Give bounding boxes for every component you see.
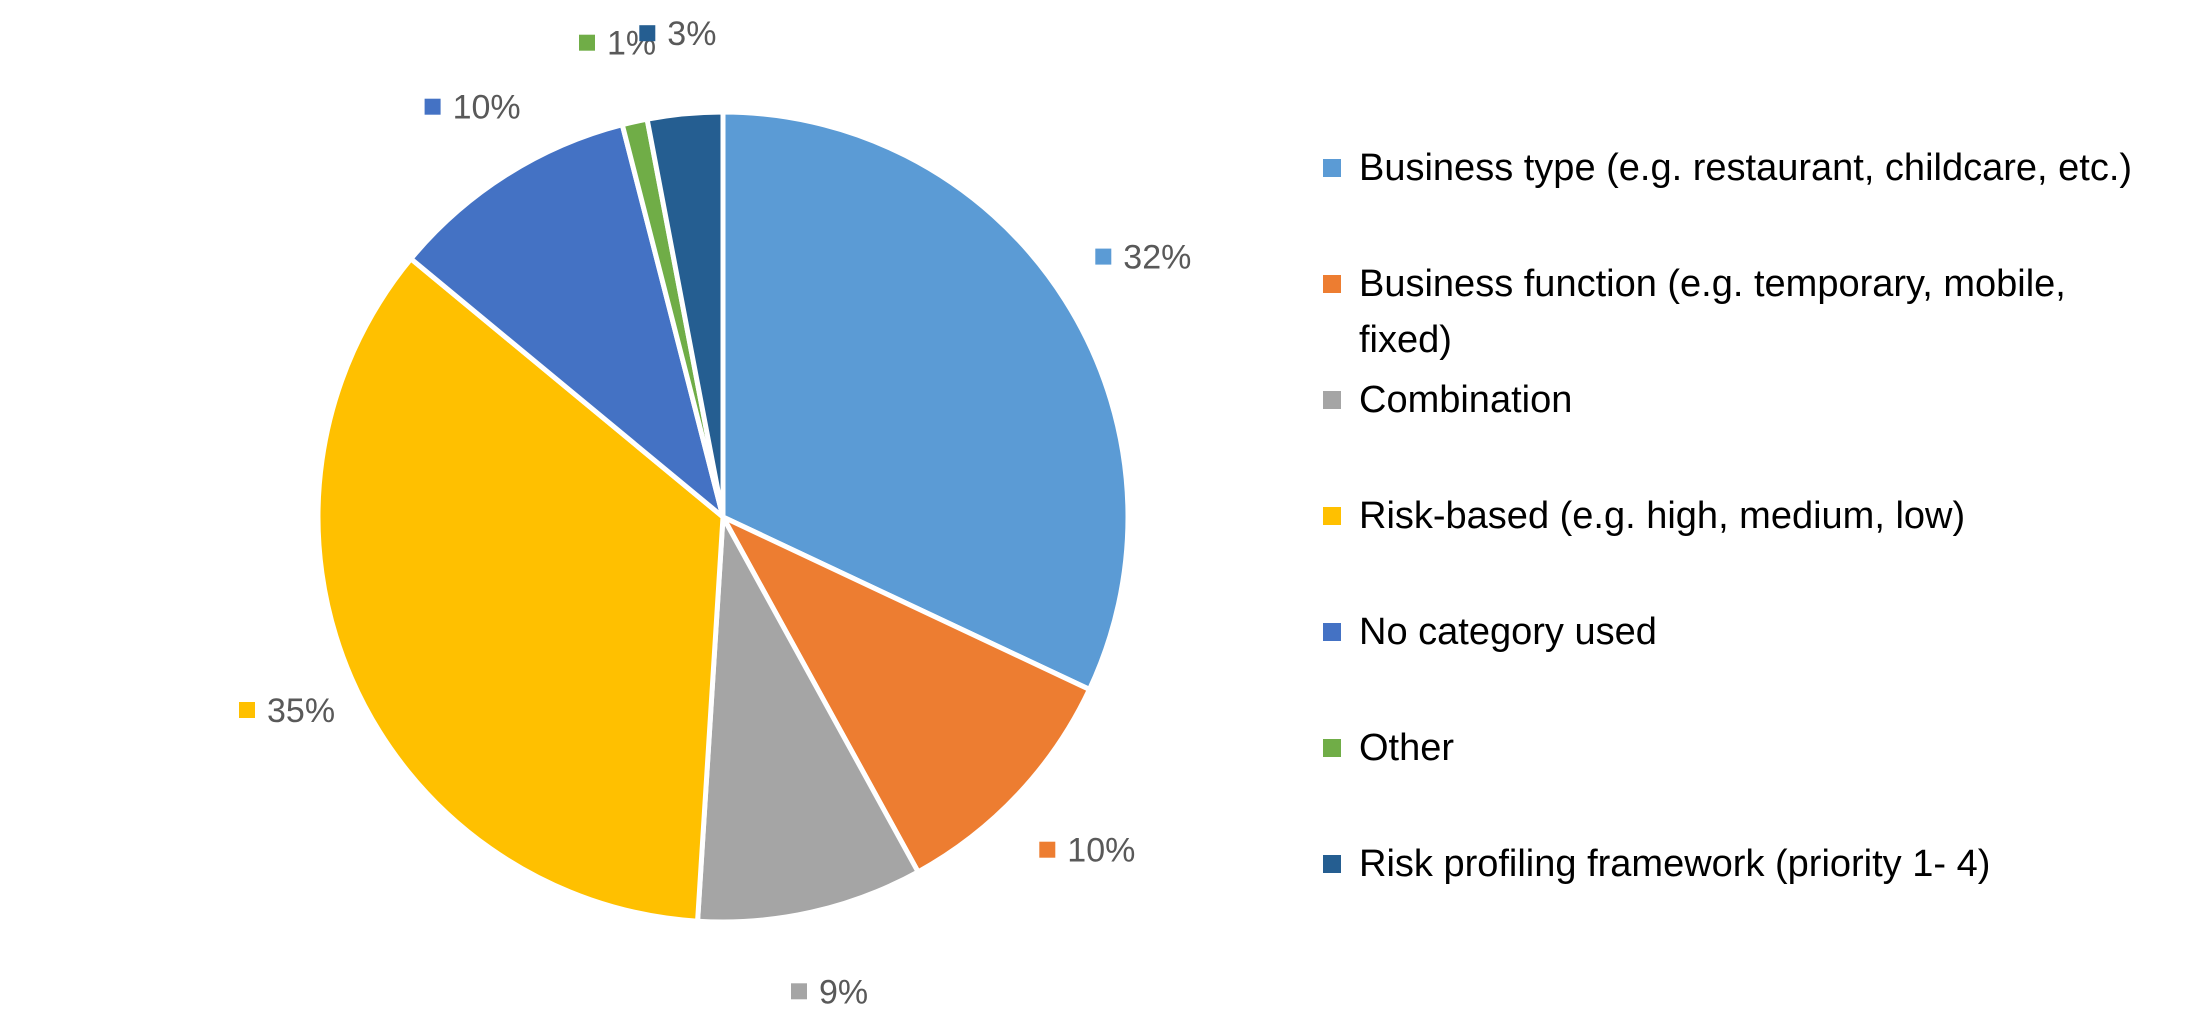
- legend-swatch: [1323, 855, 1341, 873]
- legend-label: Risk profiling framework (priority 1- 4): [1359, 843, 1990, 885]
- data-label-risk-profiling-framework-priority-1-4: 3%: [639, 15, 716, 53]
- legend-label: Risk-based (e.g. high, medium, low): [1359, 495, 1965, 537]
- data-label-value: 32%: [1123, 239, 1191, 277]
- data-label-marker: [424, 98, 441, 115]
- legend-swatch: [1323, 739, 1341, 757]
- data-label-business-function-e-g-temporary-mobile-fixed: 10%: [1039, 832, 1135, 870]
- data-label-marker: [1039, 841, 1056, 858]
- legend: Business type (e.g. restaurant, childcar…: [1323, 147, 2132, 885]
- legend-swatch: [1323, 391, 1341, 409]
- data-label-value: 10%: [1067, 832, 1135, 870]
- data-label-marker: [239, 702, 255, 718]
- pie-slice-risk-based-e-g-high-medium-low: [315, 256, 726, 924]
- legend-swatch: [1323, 275, 1341, 293]
- legend-label: Other: [1359, 727, 1454, 769]
- legend-swatch: [1323, 623, 1341, 641]
- legend-label: Combination: [1359, 379, 1572, 421]
- data-label-risk-based-e-g-high-medium-low: 35%: [239, 692, 335, 730]
- data-label-marker: [1095, 248, 1112, 265]
- data-label-combination: 9%: [791, 973, 868, 1011]
- legend-item-combination: Combination: [1323, 379, 1572, 421]
- legend-label: Business function (e.g. temporary, mobil…: [1359, 263, 2066, 361]
- legend-item-risk-profiling-framework-priority-1-4: Risk profiling framework (priority 1- 4): [1323, 843, 1990, 885]
- data-label-marker: [639, 25, 656, 42]
- data-label-value: 10%: [453, 89, 521, 127]
- data-labels: 32%10%9%35%10%1% 3%: [239, 15, 1191, 1011]
- data-label-value: 35%: [267, 692, 335, 730]
- legend-swatch: [1323, 507, 1341, 525]
- pie-slices: [315, 109, 1131, 925]
- legend-item-business-function-e-g-temporary-mobile-fixed: Business function (e.g. temporary, mobil…: [1323, 263, 2066, 361]
- data-label-no-category-used: 10%: [424, 89, 521, 127]
- legend-item-no-category-used: No category used: [1323, 611, 1657, 653]
- legend-label: Business type (e.g. restaurant, childcar…: [1359, 147, 2132, 189]
- legend-item-business-type-e-g-restaurant-childcare-etc: Business type (e.g. restaurant, childcar…: [1323, 147, 2132, 189]
- legend-swatch: [1323, 159, 1341, 177]
- legend-item-other: Other: [1323, 727, 1454, 769]
- pie-slice-business-type-e-g-restaurant-childcare-etc: [720, 109, 1131, 692]
- legend-item-risk-based-e-g-high-medium-low: Risk-based (e.g. high, medium, low): [1323, 495, 1965, 537]
- data-label-marker: [579, 34, 595, 51]
- pie-slice-risk-profiling-framework-priority-1-4: [644, 109, 726, 520]
- data-label-business-type-e-g-restaurant-childcare-etc: 32%: [1095, 239, 1191, 277]
- pie-slice-combination: [695, 514, 921, 925]
- data-label-value: 9%: [819, 973, 868, 1011]
- data-label-value: 3%: [667, 15, 716, 53]
- legend-label: No category used: [1359, 611, 1657, 653]
- data-label-marker: [791, 983, 807, 1000]
- pie-slice-business-function-e-g-temporary-mobile-fixed: [720, 514, 1092, 875]
